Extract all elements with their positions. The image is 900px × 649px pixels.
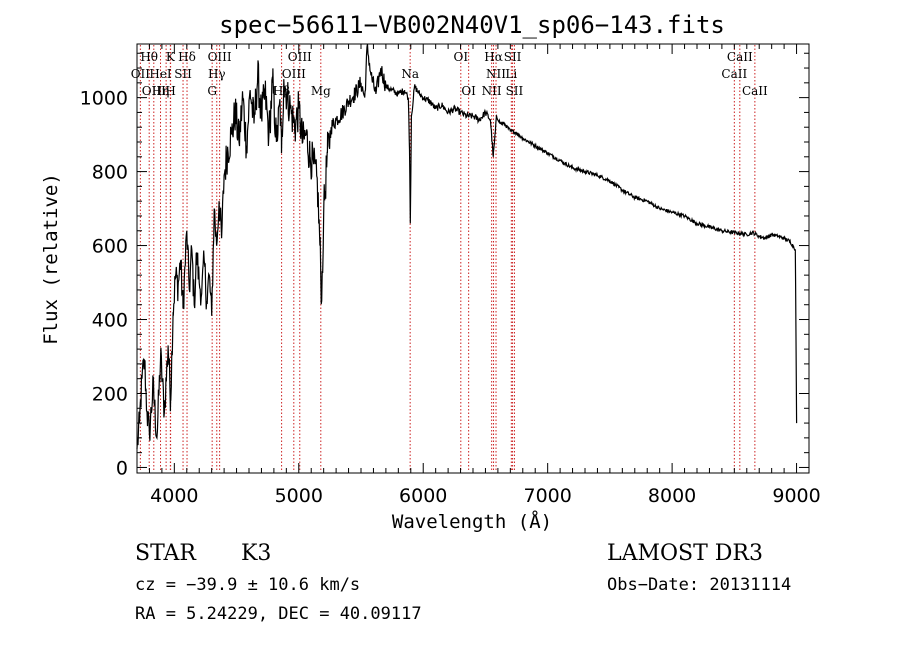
x-tick-label: 9000 [772,485,820,507]
line-label-8: CaII [727,50,753,64]
x-tick-label: 7000 [523,485,571,507]
line-label-10: HeI [149,67,172,81]
y-axis-ticks: 0 200 400 600 800 1000 [80,52,809,479]
obs-date: Obs−Date: 20131114 [607,575,791,595]
plot-frame [136,43,810,474]
y-axis-label: Flux (relative) [40,173,62,345]
line-label-20: H [165,84,175,98]
y-tick-label: 400 [92,310,128,332]
line-label-13: OIII [282,67,306,81]
line-label-3: OIII [208,50,232,64]
line-label-23: Mg [311,84,331,98]
line-label-4: OIII [288,50,312,64]
line-label-16: Li [505,67,517,81]
ra-dec: RA = 5.24229, DEC = 40.09117 [135,604,422,624]
object-class: STAR [135,541,197,566]
line-label-14: Na [401,67,419,81]
line-label-18: OIII [142,84,166,98]
spectral-lines [139,45,756,472]
line-label-7: SII [504,50,522,64]
chart-title: spec−56611−VB002N40V1_sp06−143.fits [219,11,725,39]
line-label-12: Hγ [208,67,226,81]
spectrum-line [136,43,798,450]
x-tick-label: 5000 [275,485,323,507]
line-label-26: SII [506,84,524,98]
line-label-27: CaII [742,84,768,98]
line-label-5: OI [454,50,469,64]
x-axis-label: Wavelength (Å) [392,510,552,533]
line-label-6: Hα [484,50,503,64]
line-label-17: CaII [721,67,747,81]
line-label-24: OI [461,84,476,98]
y-tick-label: 200 [92,383,128,405]
line-label-15: NII [486,67,506,81]
object-subclass: K3 [241,541,271,566]
y-tick-label: 0 [116,457,128,479]
y-tick-label: 800 [92,162,128,184]
line-label-0: Hθ [140,50,158,64]
x-tick-label: 4000 [150,485,198,507]
line-label-11: SII [174,67,192,81]
survey-name: LAMOST DR3 [607,541,763,566]
line-label-2: Hδ [178,50,196,64]
line-label-21: G [207,84,217,98]
x-tick-label: 8000 [648,485,696,507]
x-tick-label: 6000 [399,485,447,507]
x-axis-ticks: 4000 5000 6000 7000 8000 9000 [136,44,821,507]
line-label-25: NII [482,84,502,98]
line-label-1: K [166,50,176,64]
line-label-19: Hη [152,84,170,98]
line-label-9: OII [131,67,151,81]
y-tick-label: 1000 [80,88,128,110]
redshift-cz: cz = −39.9 ± 10.6 km/s [135,575,360,595]
y-tick-label: 600 [92,236,128,258]
